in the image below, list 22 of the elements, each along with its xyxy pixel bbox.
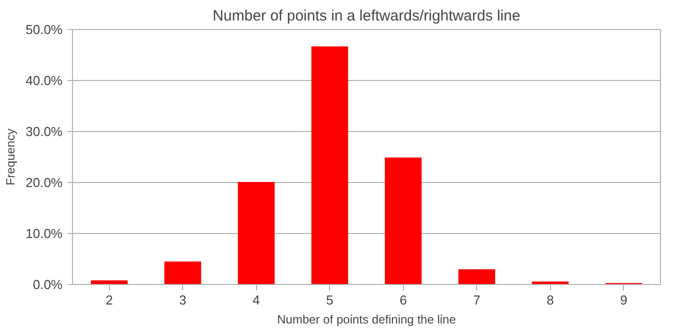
y-axis-title: Frequency xyxy=(4,128,18,186)
chart-title: Number of points in a leftwards/rightwards line xyxy=(212,8,520,24)
y-tick-label: 40.0% xyxy=(26,73,63,88)
bar xyxy=(164,262,202,284)
x-tick-label: 4 xyxy=(252,292,260,308)
x-tick-label: 3 xyxy=(179,292,186,308)
x-tick-label: 6 xyxy=(400,292,407,308)
x-tick-label: 8 xyxy=(546,292,554,308)
bar xyxy=(238,182,275,284)
y-tick-label: 30.0% xyxy=(26,124,63,139)
y-tick-label: 0.0% xyxy=(32,277,63,292)
x-tick-label: 2 xyxy=(106,292,113,308)
y-tick-label: 20.0% xyxy=(26,175,63,190)
bar xyxy=(311,46,348,284)
x-axis-title: Number of points defining the line xyxy=(277,312,456,326)
y-tick-label: 50.0% xyxy=(26,22,63,37)
x-tick-label: 7 xyxy=(473,292,480,308)
bar xyxy=(458,269,496,284)
y-tick-label: 10.0% xyxy=(26,226,63,241)
bar xyxy=(384,158,422,284)
x-tick-label: 9 xyxy=(620,292,628,308)
x-tick-label: 5 xyxy=(326,292,334,308)
